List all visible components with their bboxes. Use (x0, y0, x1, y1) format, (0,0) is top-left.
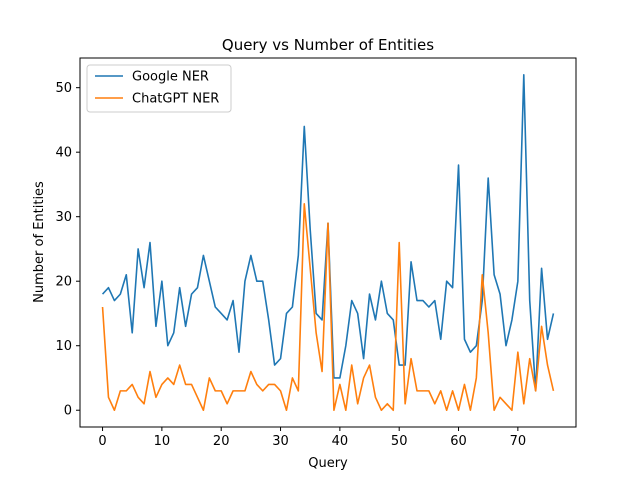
series-line-2 (101, 202, 555, 412)
x-tick-label: 30 (272, 434, 289, 449)
y-tick-label: 10 (55, 339, 72, 354)
y-tick-label: 40 (55, 146, 72, 161)
legend-entry-2: ChatGPT NER (132, 92, 219, 107)
x-tick-label: 10 (154, 434, 171, 449)
y-tick-label: 0 (64, 404, 72, 419)
x-axis: 0 10 20 30 40 50 60 70 (98, 427, 526, 449)
legend-entry-1: Google NER (132, 70, 209, 85)
x-tick-label: 60 (450, 434, 467, 449)
y-tick-label: 30 (55, 210, 72, 225)
chart-title: Query vs Number of Entities (222, 36, 434, 54)
x-axis-label: Query (308, 456, 348, 471)
y-tick-label: 50 (55, 81, 72, 96)
x-tick-label: 20 (213, 434, 230, 449)
plot-frame (79, 57, 577, 428)
x-tick-label: 40 (332, 434, 349, 449)
y-tick-label: 20 (55, 275, 72, 290)
x-tick-label: 0 (98, 434, 106, 449)
x-tick-label: 70 (510, 434, 527, 449)
plot-area (79, 57, 577, 428)
y-axis-label: Number of Entities (32, 181, 47, 303)
legend: Google NER ChatGPT NER (86, 64, 232, 113)
y-axis: 0 10 20 30 40 50 (55, 81, 80, 419)
x-tick-label: 50 (391, 434, 408, 449)
